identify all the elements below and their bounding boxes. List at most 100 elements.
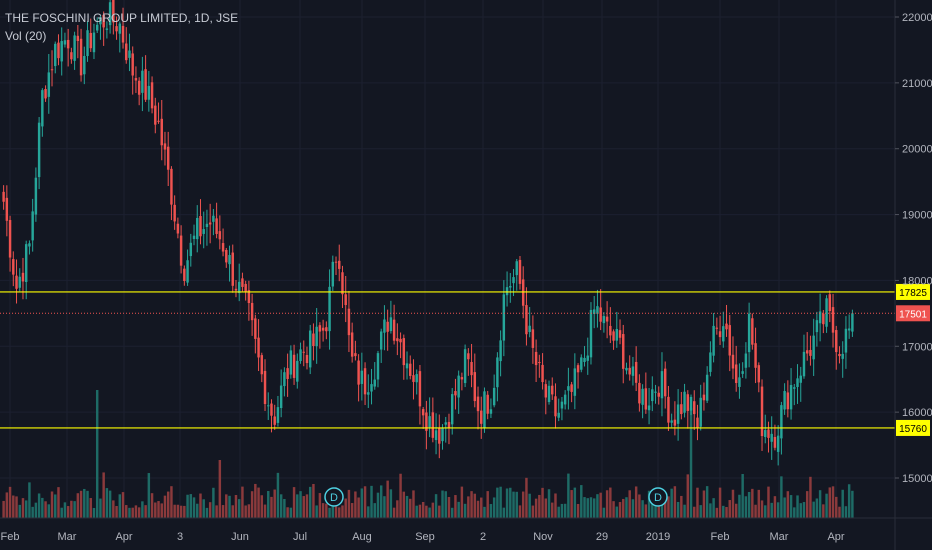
volume-bar	[557, 506, 560, 518]
candle-body	[47, 72, 51, 97]
volume-bar	[705, 486, 709, 518]
candle-body	[192, 235, 196, 240]
candle-body	[557, 412, 560, 418]
price-tick-label: 20000	[902, 144, 932, 156]
candle-body	[396, 338, 399, 342]
candle-body	[12, 259, 15, 275]
candle-body	[583, 357, 586, 362]
volume-bar	[70, 500, 73, 518]
volume-bar	[95, 390, 99, 518]
time-tick-label: Aug	[352, 531, 372, 543]
candle-body	[622, 334, 625, 369]
volume-bar	[667, 496, 670, 518]
candle-body	[699, 397, 702, 427]
candle-body	[709, 352, 712, 372]
volume-bar	[660, 496, 664, 518]
volume-bar	[825, 493, 828, 518]
volume-bar	[828, 487, 832, 518]
candle-body	[596, 306, 599, 314]
volume-bar	[802, 502, 806, 518]
volume-bar	[218, 460, 222, 518]
candle-body	[57, 42, 60, 59]
volume-bar	[341, 505, 344, 518]
volume-bar	[560, 503, 564, 518]
volume-bar	[37, 493, 41, 518]
candle-body	[538, 362, 541, 364]
time-axis: Feb Mar Apr 3 Jun Jul Aug Sep 2 Nov 29 2019 Feb Mar Ap…	[0, 517, 932, 543]
price-tick-label: 16000	[902, 407, 932, 419]
candle-body	[531, 329, 535, 348]
candle-body	[625, 367, 628, 371]
candle-body	[592, 309, 596, 314]
candle-body	[573, 368, 577, 396]
volume-bar	[483, 506, 486, 518]
volume-bar	[115, 506, 118, 518]
candle-body	[696, 417, 699, 428]
volume-bar	[108, 490, 112, 518]
volume-bar	[412, 490, 415, 518]
candle-body	[199, 216, 202, 237]
volume-bar	[92, 507, 96, 518]
candle-body	[231, 252, 234, 286]
candle-body	[789, 385, 793, 410]
volume-bar	[738, 494, 741, 518]
time-tick-label: Feb	[711, 531, 730, 543]
volume-bar	[838, 506, 841, 518]
volume-bar	[676, 501, 680, 518]
volume-bar	[370, 485, 373, 518]
candle-body	[715, 327, 719, 329]
volume-bar	[215, 505, 218, 518]
volume-bar	[279, 494, 283, 518]
candle-body	[196, 217, 199, 240]
candle-body	[54, 43, 57, 67]
candle-body	[480, 410, 483, 424]
volume-bar	[476, 500, 480, 518]
time-tick-label: 29	[596, 531, 608, 543]
volume-bar	[754, 504, 757, 518]
candle-body	[241, 278, 244, 287]
volume-bar	[66, 506, 70, 518]
time-tick-label: Mar	[58, 531, 77, 543]
volume-bar	[741, 474, 744, 518]
volume-bar	[709, 503, 712, 518]
volume-bar	[234, 494, 238, 518]
time-tick-label: Apr	[115, 531, 132, 543]
candle-body	[741, 371, 744, 374]
candle-body	[225, 249, 228, 263]
candle-body	[634, 361, 638, 383]
candle-body	[663, 368, 667, 397]
candle-body	[273, 416, 276, 425]
volume-bar	[580, 485, 583, 518]
candle-body	[438, 427, 441, 444]
candle-body	[244, 283, 247, 292]
candle-body	[812, 335, 815, 360]
candle-body	[41, 90, 44, 127]
candle-body	[228, 254, 231, 265]
candle-body	[305, 354, 309, 364]
volume-bar	[783, 497, 786, 518]
candle-body	[463, 349, 467, 384]
volume-bar	[383, 496, 386, 518]
candle-body	[338, 260, 341, 269]
volume-bar	[615, 506, 619, 518]
volume-bar	[796, 495, 799, 518]
time-tick-label: 3	[177, 531, 183, 543]
candle-body	[328, 286, 331, 332]
volume-bar	[725, 506, 728, 518]
volume-bar	[492, 497, 496, 518]
candle-body	[447, 421, 451, 428]
volume-bar	[631, 499, 635, 518]
volume-bar	[641, 500, 644, 518]
volume-bar	[760, 500, 764, 518]
volume-bar	[647, 490, 651, 518]
volume-bar	[325, 503, 328, 518]
volume-bar	[50, 491, 54, 518]
candle-body	[315, 326, 318, 347]
volume-bar	[41, 497, 44, 518]
volume-bar	[205, 507, 209, 518]
volume-bar	[554, 493, 557, 518]
candle-body	[541, 364, 544, 383]
volume-bar	[47, 504, 51, 518]
